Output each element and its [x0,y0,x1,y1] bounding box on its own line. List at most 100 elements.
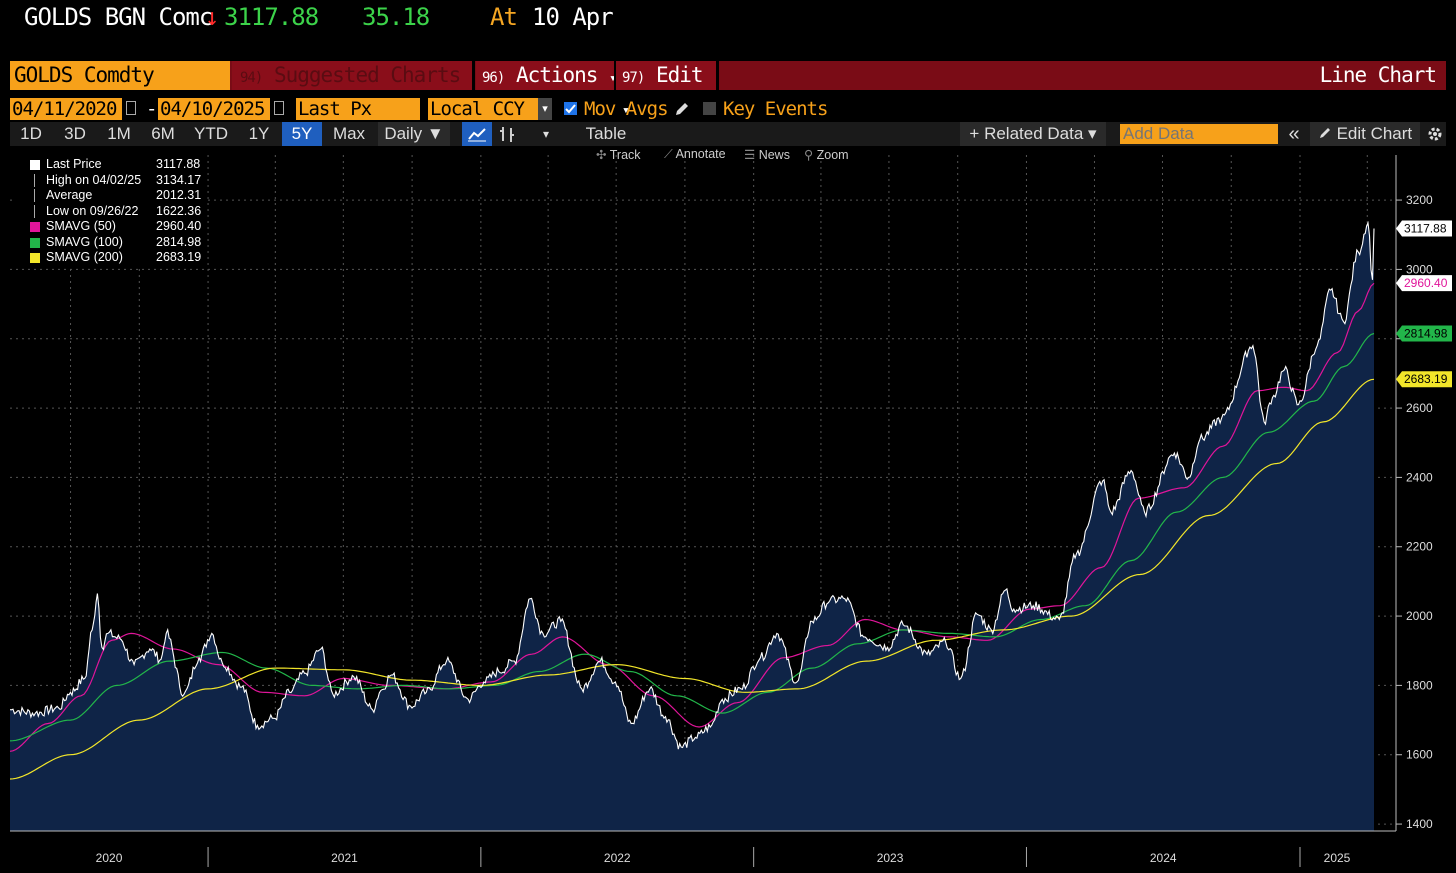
period-1d-button[interactable]: 1D [20,124,42,143]
series-line-smavg-100- [9,332,1375,742]
pencil-icon[interactable] [673,100,689,123]
period-5y-button[interactable]: 5Y [282,122,322,146]
table-button[interactable]: Table [585,124,627,143]
end-date-input[interactable]: 04/10/2025 [158,98,270,120]
security-field[interactable]: GOLDS Comdty [10,61,230,90]
x-tick-label: 2021 [331,851,358,865]
legend-value: 1622.36 [156,203,202,218]
legend-name: Average [46,188,93,202]
legend-swatch [34,173,35,187]
frequency-select[interactable]: Daily ▼ [378,122,450,146]
bar-chart-icon[interactable] [494,122,520,146]
down-arrow-icon: ↓ [205,3,219,31]
collapse-icon[interactable]: « [1288,123,1300,145]
y-tick-label: 3200 [1406,193,1433,207]
x-tick-label: 2022 [604,851,631,865]
legend-name: SMAVG (200) [46,250,123,264]
mov-avgs-label: Mov Avgs [584,98,669,120]
value-tag: 3117.88 [1404,222,1447,236]
divider [472,61,475,90]
edit-num: 97) [622,70,645,86]
chart-parameters-row: 04/11/2020 - 04/10/2025 Last Px Local CC… [10,98,1446,120]
x-tick-label: 2024 [1150,851,1177,865]
price-chart[interactable]: 1400 1600 1800 2000 2200 2400 2600 3000 3200 202… [0,145,1456,873]
line-chart-icon[interactable] [462,122,492,146]
track-tool[interactable]: ✣ Track [596,147,641,162]
track-label: Track [609,148,641,162]
news-tool[interactable]: ☰ News [744,147,790,162]
gear-icon[interactable] [1424,122,1446,146]
annotate-tool[interactable]: ⟋ Annotate [664,147,726,162]
period-6m-button[interactable]: 6M [151,124,175,143]
legend-item[interactable]: Last Price 3117.88 [16,157,204,172]
x-tick-label: 2023 [877,851,904,865]
calendar-icon[interactable] [126,101,136,115]
price-area-fill [10,222,1374,831]
divider [614,61,617,90]
chevron-down-icon[interactable]: ▾ [538,98,552,120]
chart-type-label: Line Chart [1319,63,1437,87]
edit-menu[interactable]: 97) Edit ▾ [616,61,716,118]
pen-icon: ⟋ [664,147,673,161]
actions-menu[interactable]: 96) Actions ▾ [476,61,617,90]
key-events-checkbox[interactable] [703,102,716,115]
legend-value: 2683.19 [156,250,202,264]
price-date: 10 Apr [532,3,614,31]
at-label: At [490,3,518,31]
zoom-tool[interactable]: ⚲ Zoom [804,147,849,162]
y-tick-label: 2400 [1406,470,1433,484]
period-1m-button[interactable]: 1M [107,124,131,143]
legend-item[interactable]: Low on 09/26/22 1622.36 [16,204,204,219]
legend-name: Last Price [46,157,102,171]
legend-swatch [30,160,40,170]
value-tags: 3117.88 2960.40 2814.98 2683.19 [1396,220,1452,388]
legend-name: Low on 09/26/22 [46,203,139,218]
legend-swatch [30,237,40,248]
x-axis: 2020 2021 2022 2023 2024 2025 [10,830,1396,867]
start-date-input[interactable]: 04/11/2020 [10,98,122,120]
zoom-label: Zoom [816,148,849,162]
check-icon [565,104,576,114]
legend-swatch [30,253,40,263]
chevron-down-icon: ▾ [622,103,630,118]
legend-item[interactable]: SMAVG (50) 2960.40 [16,219,204,234]
price-change: 35.18 [362,3,430,31]
y-axis: 1400 1600 1800 2000 2200 2400 2600 3000 3200 [1395,155,1433,831]
legend-item[interactable]: SMAVG (200) 2683.19 [16,250,204,265]
edit-label: Edit [655,63,704,87]
x-tick-label: 2025 [1324,851,1351,865]
value-tag: 2683.19 [1404,372,1448,386]
edit-chart-button[interactable]: Edit Chart [1310,122,1420,146]
suggested-charts-menu[interactable]: 94) Suggested Charts ▾ [232,61,472,118]
last-price: 3117.88 [224,3,319,31]
series-lines [9,220,1375,780]
chevron-down-icon[interactable]: ▾ [542,127,550,141]
calendar-icon[interactable] [274,101,284,115]
period-ytd-button[interactable]: YTD [194,124,228,143]
legend-item[interactable]: Average 2012.31 [16,188,204,203]
price-area [10,222,1374,831]
legend-name: SMAVG (50) [46,219,116,233]
chevron-down-icon: ▾ [609,71,617,86]
y-tick-label: 2600 [1406,401,1433,415]
mov-avgs-checkbox[interactable] [564,102,577,115]
currency-select[interactable]: Local CCY [428,98,538,120]
period-1y-button[interactable]: 1Y [248,124,270,143]
legend-value: 3117.88 [156,157,201,171]
y-tick-label: 1600 [1406,748,1433,762]
related-data-button[interactable]: + Related Data ▾ [960,122,1106,146]
period-max-button[interactable]: Max [332,124,366,143]
news-label: News [758,148,790,162]
add-data-input[interactable] [1120,124,1278,144]
key-events-label: Key Events [723,98,828,120]
series-line-smavg-50- [9,282,1375,752]
period-3d-button[interactable]: 3D [64,124,86,143]
price-field-select[interactable]: Last Px [296,98,420,120]
y-tick-label: 1800 [1406,678,1433,692]
chart-toolbar: 1D 3D 1M 6M YTD 1Y 5Y Max Daily ▼ ▾ Tabl… [10,122,1446,146]
suggested-num: 94) [240,70,263,86]
legend-item[interactable]: SMAVG (100) 2814.98 [16,235,204,250]
value-tag-bg [1396,220,1452,237]
legend-name: SMAVG (100) [46,234,123,249]
legend-item[interactable]: High on 04/02/25 3134.17 [16,173,204,188]
